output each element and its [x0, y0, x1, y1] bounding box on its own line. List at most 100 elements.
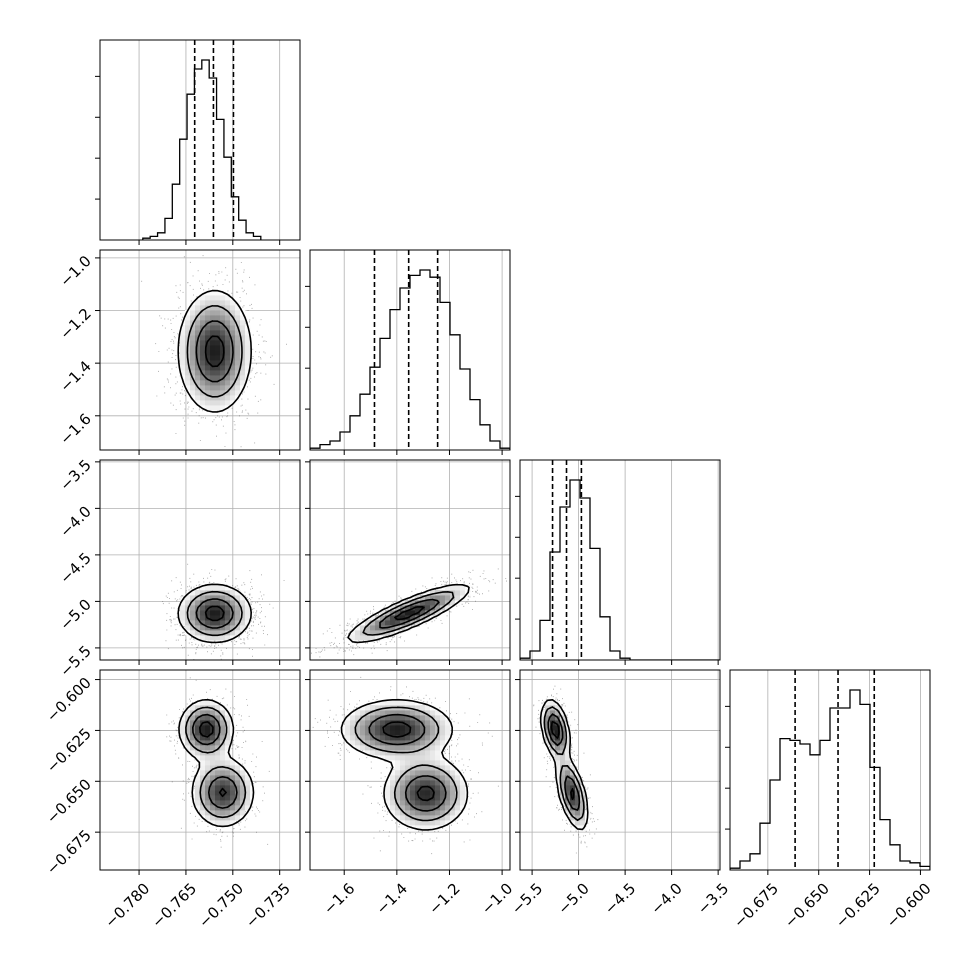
density-cell [570, 765, 576, 771]
density-cell [390, 725, 396, 731]
density-cell [430, 730, 436, 736]
density-cell [185, 715, 191, 721]
density-cell [245, 335, 251, 341]
density-cell [210, 605, 216, 611]
density-cell [390, 755, 396, 761]
density-cell [450, 770, 456, 776]
density-group [141, 255, 287, 448]
density-cell [185, 310, 191, 316]
density-cell [410, 730, 416, 736]
density-cell [360, 710, 366, 716]
density-cell [405, 730, 411, 736]
density-cell [455, 810, 461, 816]
density-cell [405, 775, 411, 781]
density-cell [565, 755, 571, 761]
density-cell [215, 630, 221, 636]
density-cell [200, 305, 206, 311]
density-cell [385, 745, 391, 751]
density-cell [455, 785, 461, 791]
density-cell [205, 625, 211, 631]
panel-frame [519, 669, 721, 871]
density-cell [390, 745, 396, 751]
density-cell [215, 815, 221, 821]
density-cell [370, 625, 376, 631]
density-cell [210, 330, 216, 336]
density-cell [210, 715, 216, 721]
density-cell [395, 790, 401, 796]
density-cell [425, 735, 431, 741]
density-cell [225, 625, 231, 631]
density-cell [195, 710, 201, 716]
density-cell [200, 300, 206, 306]
density-cell [230, 310, 236, 316]
density-cell [350, 630, 356, 636]
density-cell [210, 390, 216, 396]
density-cell [420, 595, 426, 601]
density-cell [385, 790, 391, 796]
density-cell [440, 785, 446, 791]
x-tick-label: −0.780 [101, 880, 153, 932]
density-cell [435, 820, 441, 826]
density-cell [420, 770, 426, 776]
density-cell [400, 800, 406, 806]
density-cell [200, 805, 206, 811]
density-group [533, 685, 599, 854]
density-cell [200, 725, 206, 731]
density-cell [205, 365, 211, 371]
density-cell [350, 740, 356, 746]
density-cell [415, 730, 421, 736]
density-cell [370, 750, 376, 756]
density-cell [460, 805, 466, 811]
density-cell [205, 700, 211, 706]
density-cell [575, 825, 581, 831]
density-cell [220, 770, 226, 776]
density-cell [220, 750, 226, 756]
density-cell [180, 735, 186, 741]
density-cell [440, 795, 446, 801]
density-cell [200, 620, 206, 626]
density-cell [215, 355, 221, 361]
density-cell [185, 380, 191, 386]
density-cell [185, 320, 191, 326]
density-cell [235, 785, 241, 791]
density-cell [565, 760, 571, 766]
density-cell [240, 785, 246, 791]
density-cell [185, 730, 191, 736]
density-cell [225, 395, 231, 401]
density-cell [560, 720, 566, 726]
x-tick-label: −1.2 [425, 880, 463, 918]
density-cell [220, 295, 226, 301]
density-cell [205, 710, 211, 716]
density-cell [555, 760, 561, 766]
density-cell [395, 800, 401, 806]
density-cell [575, 775, 581, 781]
density-cell [415, 715, 421, 721]
density-cell [210, 385, 216, 391]
density-cell [430, 815, 436, 821]
density-cell [195, 775, 201, 781]
density-cell [230, 625, 236, 631]
density-cell [245, 340, 251, 346]
density-cell [425, 705, 431, 711]
density-cell [205, 790, 211, 796]
density-cell [210, 315, 216, 321]
x-tick-label: −0.600 [883, 880, 935, 932]
density-cell [425, 825, 431, 831]
density-cell [200, 770, 206, 776]
density-cell [205, 385, 211, 391]
density-cell [405, 720, 411, 726]
density-cell [405, 820, 411, 826]
density-cell [230, 360, 236, 366]
density-cell [220, 350, 226, 356]
density-cell [445, 585, 451, 591]
density-cell [245, 800, 251, 806]
density-cell [405, 780, 411, 786]
contour-line [382, 721, 435, 802]
density-cell [220, 385, 226, 391]
density-cell [355, 740, 361, 746]
density-cell [430, 810, 436, 816]
density-cell [195, 705, 201, 711]
density-cell [190, 615, 196, 621]
density-cell [200, 740, 206, 746]
density-cell [370, 730, 376, 736]
